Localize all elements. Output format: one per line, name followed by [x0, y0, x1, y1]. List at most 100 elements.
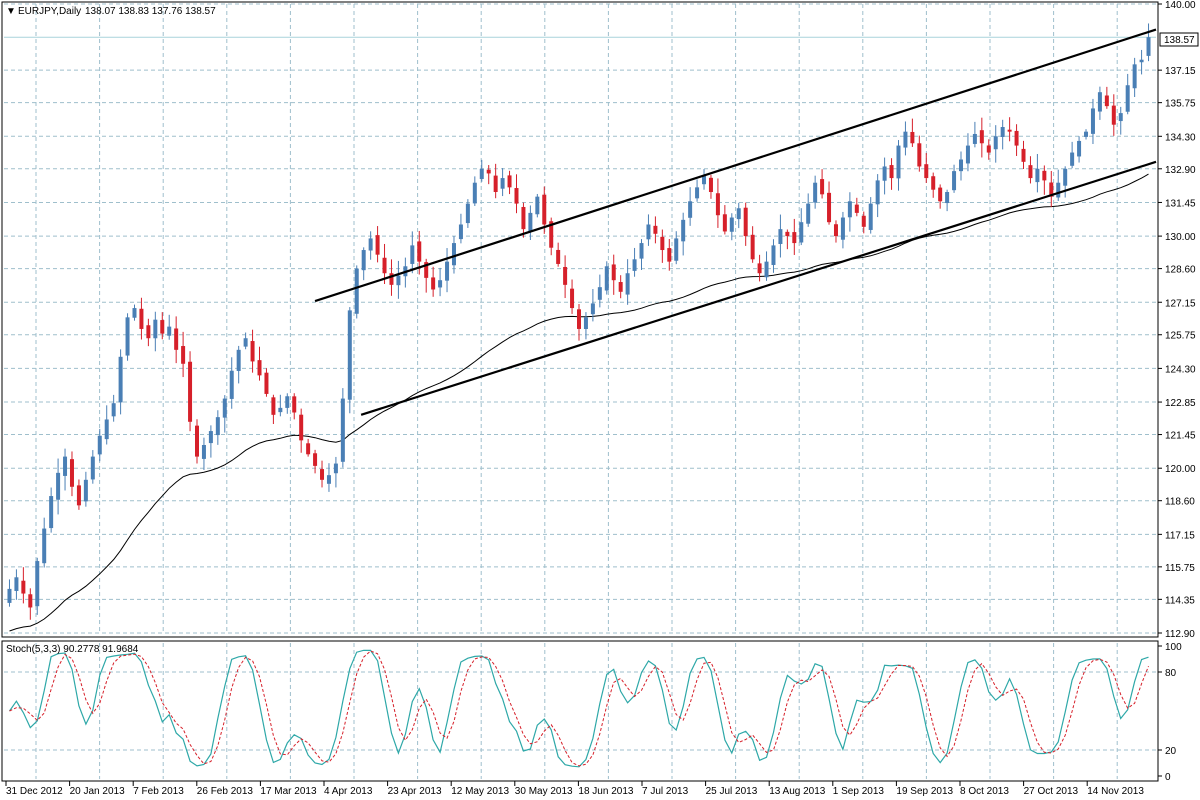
candle [1104, 86, 1109, 109]
dropdown-arrow-icon[interactable]: ▼ [6, 6, 16, 17]
candle [882, 157, 887, 195]
candle [702, 169, 707, 190]
candle [14, 569, 19, 600]
candle [924, 153, 929, 183]
candle [507, 170, 512, 195]
price-tick-label: 117.15 [1165, 530, 1195, 541]
stoch-signal-line [9, 650, 1149, 767]
candle [285, 393, 290, 414]
candle [827, 181, 832, 225]
candle [1097, 86, 1102, 120]
price-tick-label: 124.30 [1165, 364, 1196, 375]
candle [1139, 49, 1144, 75]
price-tick-label: 125.75 [1165, 331, 1196, 342]
candle [965, 133, 970, 172]
time-tick-label: 14 Nov 2013 [1087, 786, 1144, 797]
candle [382, 243, 387, 285]
candle [299, 408, 304, 453]
candle [139, 297, 144, 340]
candle [1049, 170, 1054, 208]
candle [1118, 106, 1123, 135]
stoch-main-line [9, 649, 1149, 768]
stoch-title: Stoch(5,3,3) 90.2778 91.9684 [6, 644, 139, 655]
candle [771, 239, 776, 273]
candle [736, 202, 741, 229]
candle [653, 216, 658, 244]
candle [597, 274, 602, 308]
price-tick-label: 130.00 [1165, 232, 1196, 243]
price-tick-label: 134.30 [1165, 132, 1196, 143]
candle [21, 567, 26, 604]
time-tick-label: 19 Sep 2013 [896, 786, 953, 797]
candle [243, 332, 248, 350]
price-tick-label: 131.45 [1165, 198, 1196, 209]
candle [56, 458, 61, 515]
candle [445, 248, 450, 293]
stoch-tick-label: 20 [1165, 746, 1177, 757]
price-tick-label: 137.15 [1165, 66, 1196, 77]
price-tick-label: 118.60 [1165, 497, 1195, 508]
candle [201, 437, 206, 470]
price-badge: 138.57 [1164, 35, 1195, 46]
candle [333, 456, 338, 488]
candles-layer [7, 23, 1151, 620]
candle [986, 139, 991, 160]
candle [368, 231, 373, 260]
candle [306, 438, 311, 457]
candle [952, 164, 957, 193]
candle [347, 307, 352, 414]
candle [1028, 156, 1033, 184]
candle [1056, 169, 1061, 202]
candle [431, 266, 436, 297]
candle [1021, 140, 1026, 170]
price-tick-label: 128.60 [1165, 265, 1196, 276]
candle [208, 425, 213, 458]
candle [799, 208, 804, 246]
candle [292, 393, 297, 420]
stoch-axis: 100 80 20 0 [1158, 642, 1182, 783]
candle [806, 193, 811, 227]
candle [847, 192, 852, 232]
candle [521, 202, 526, 238]
candle [1042, 165, 1047, 195]
candle [479, 159, 484, 182]
candle [271, 394, 276, 425]
time-tick-label: 20 Jan 2013 [70, 786, 125, 797]
candle [917, 135, 922, 172]
price-axis: 140.00 137.15 135.75 134.30 132.90 131.45 130.… [1158, 0, 1196, 640]
candle [195, 419, 199, 464]
candle [1063, 166, 1068, 198]
time-tick-label: 12 May 2013 [451, 786, 509, 797]
candle [326, 463, 331, 492]
candle [715, 178, 720, 228]
candle [903, 121, 908, 156]
candle [500, 168, 505, 197]
candle [854, 197, 859, 217]
candle [820, 169, 825, 199]
price-tick-label: 127.15 [1165, 298, 1196, 309]
trendline [314, 28, 1157, 303]
candle [389, 259, 394, 296]
candle [49, 487, 54, 533]
candle [1090, 98, 1095, 144]
candle [160, 312, 165, 340]
stoch-grid [4, 643, 1156, 779]
candle [111, 394, 116, 422]
time-tick-label: 18 Jun 2013 [578, 786, 633, 797]
candle [750, 226, 755, 263]
candle [743, 202, 748, 246]
price-badge-box [1159, 32, 1199, 47]
candle [792, 218, 797, 255]
time-tick-label: 7 Feb 2013 [133, 786, 184, 797]
candle [993, 125, 998, 163]
time-tick-label: 7 Jul 2013 [642, 786, 689, 797]
stoch-tick-label: 80 [1165, 668, 1177, 679]
candle [1007, 117, 1012, 142]
candle [465, 199, 470, 228]
candle [674, 231, 679, 265]
symbol-label: EURJPY,Daily [18, 6, 81, 17]
time-tick-label: 8 Oct 2013 [960, 786, 1009, 797]
candle [361, 247, 366, 281]
candle [472, 176, 477, 206]
time-tick-label: 13 Aug 2013 [769, 786, 826, 797]
